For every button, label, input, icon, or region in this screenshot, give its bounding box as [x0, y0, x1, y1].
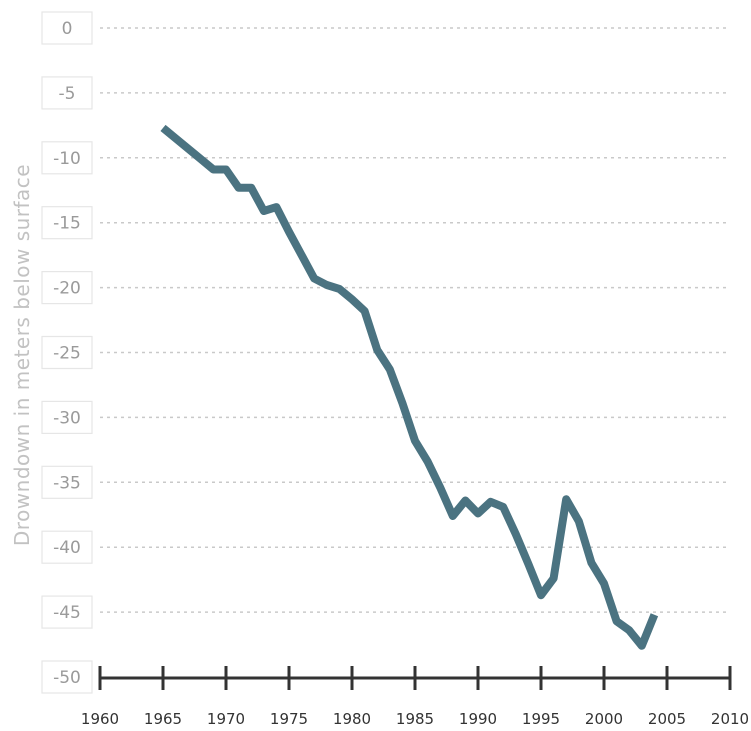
y-tick-label: -35 — [53, 473, 81, 493]
series-line — [160, 124, 659, 650]
y-tick-label: -15 — [53, 214, 81, 234]
x-axis: 1960 1965 1970 1975 1980 1985 1990 1995 2000 2005… — [81, 666, 749, 728]
y-tick-label: -5 — [59, 84, 76, 104]
x-tick-label: 2005 — [648, 710, 686, 728]
x-tick-label: 1985 — [396, 710, 434, 728]
x-tick-label: 1975 — [270, 710, 308, 728]
y-tick-label: 0 — [62, 19, 73, 39]
gridlines — [100, 27, 730, 613]
y-tick-label: -45 — [53, 603, 81, 623]
y-tick-box — [41, 400, 93, 434]
y-tick-box — [41, 465, 93, 499]
series — [160, 124, 659, 650]
y-tick-box — [41, 595, 93, 629]
y-tick-box — [41, 335, 93, 370]
y-tick-label: -20 — [53, 279, 81, 299]
y-axis-label: Drowndown in meters below surface — [10, 164, 34, 546]
y-tick-label: -25 — [53, 344, 81, 364]
x-tick-label: 1980 — [333, 710, 371, 728]
x-tick-label: 1995 — [522, 710, 560, 728]
y-axis-ticks: 0 -5 -10 -15 -20 -25 -30 -35 -40 -45 -50 — [41, 11, 93, 694]
y-tick-box — [41, 141, 93, 175]
x-tick-label: 1990 — [459, 710, 497, 728]
x-tick-label: 1965 — [144, 710, 182, 728]
x-tick-label: 2010 — [711, 710, 749, 728]
x-tick-label: 2000 — [585, 710, 623, 728]
y-tick-box — [41, 76, 93, 110]
y-tick-box — [41, 660, 93, 694]
x-tick-label: 1960 — [81, 710, 119, 728]
y-tick-label: -40 — [53, 538, 81, 558]
y-tick-box — [41, 530, 93, 564]
y-tick-box — [41, 206, 93, 240]
x-tick-label: 1970 — [207, 710, 245, 728]
y-tick-label: -30 — [53, 408, 81, 428]
y-tick-label: -10 — [53, 149, 81, 169]
y-tick-label: -50 — [53, 668, 81, 688]
y-tick-box — [41, 11, 93, 45]
y-tick-box — [41, 271, 93, 305]
